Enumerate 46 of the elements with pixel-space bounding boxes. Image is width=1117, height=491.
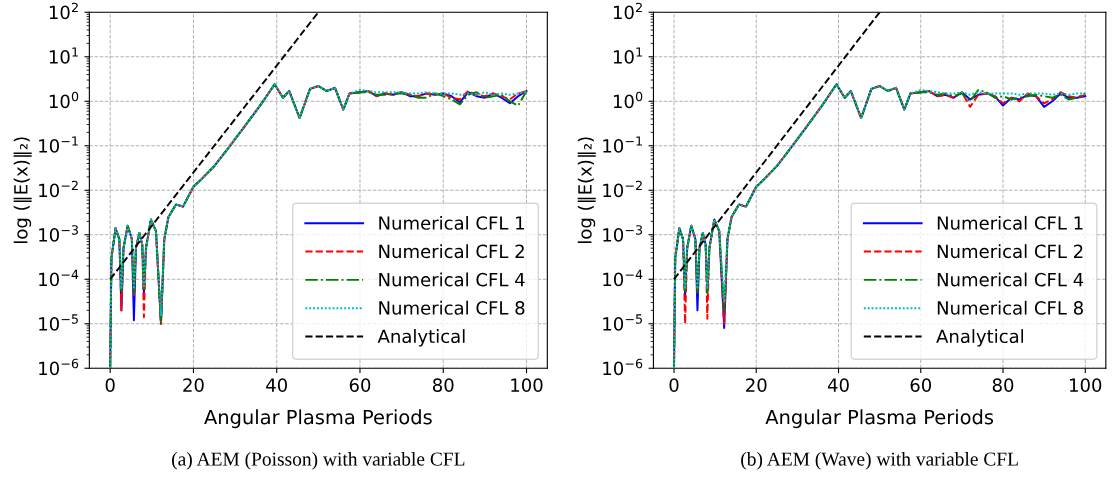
x-tick-label: 0	[669, 378, 679, 392]
x-tick-label: 100	[511, 378, 543, 392]
x-tick-label: 20	[183, 378, 204, 392]
text: (a) AEM (Poisson) with variable CFL	[172, 451, 465, 470]
y-tick-label: 10$^{2}$	[613, 2, 642, 20]
x-tick-label: 80	[432, 378, 454, 392]
x-tick-label: 80	[992, 378, 1014, 392]
y-tick-label: 10$^{−3}$	[39, 225, 78, 242]
y-tick-label: 10$^{−1}$	[603, 136, 642, 153]
legend-label: Analytical	[936, 329, 1024, 347]
y-tick-label: 10$^{−6}$	[39, 358, 79, 376]
x-tick-label: 100	[1070, 378, 1102, 392]
y-tick-label: 10$^{2}$	[49, 2, 78, 20]
y-tick-label: 10$^{1}$	[613, 47, 642, 64]
y-tick-label: 10$^{−3}$	[603, 225, 643, 242]
x-axis-title: Angular Plasma Periods	[204, 409, 432, 429]
legend-label: Numerical CFL 8	[937, 300, 1083, 315]
x-tick-label: 0	[105, 378, 115, 392]
y-axis-title: log (‖E(x)‖₂)	[13, 137, 32, 243]
y-axis-title: log (‖E(x)‖₂)	[577, 137, 596, 243]
legend-label: Numerical CFL 1	[379, 215, 524, 230]
y-tick-label: 10$^{−2}$	[603, 180, 642, 198]
y-tick-label: 10$^{0}$	[49, 91, 79, 109]
y-tick-label: 10$^{−1}$	[39, 136, 78, 153]
x-tick-label: 40	[827, 378, 849, 392]
x-tick-label: 60	[349, 378, 371, 392]
y-tick-label: 10$^{0}$	[613, 91, 643, 109]
y-tick-label: 10$^{−5}$	[603, 314, 642, 331]
legend-label: Numerical CFL 2	[937, 244, 1083, 259]
legend-label: Analytical	[377, 329, 465, 347]
y-tick-label: 10$^{−2}$	[39, 180, 78, 198]
legend-label: Numerical CFL 1	[937, 215, 1083, 230]
legend-label: Numerical CFL 8	[379, 300, 525, 315]
text: (b) AEM (Wave) with variable CFL	[741, 451, 1018, 470]
x-axis-title: Angular Plasma Periods	[765, 409, 994, 429]
y-tick-label: 10$^{−5}$	[39, 314, 78, 331]
legend-label: Numerical CFL 4	[937, 272, 1084, 287]
legend-label: Numerical CFL 4	[379, 272, 525, 287]
y-tick-label: 10$^{−6}$	[603, 358, 643, 376]
y-tick-label: 10$^{−4}$	[603, 269, 643, 287]
y-tick-label: 10$^{1}$	[49, 47, 78, 64]
x-tick-label: 20	[746, 378, 767, 392]
x-tick-label: 60	[910, 378, 932, 392]
x-tick-label: 40	[266, 378, 287, 392]
y-tick-label: 10$^{−4}$	[39, 269, 79, 287]
legend-label: Numerical CFL 2	[379, 244, 524, 259]
